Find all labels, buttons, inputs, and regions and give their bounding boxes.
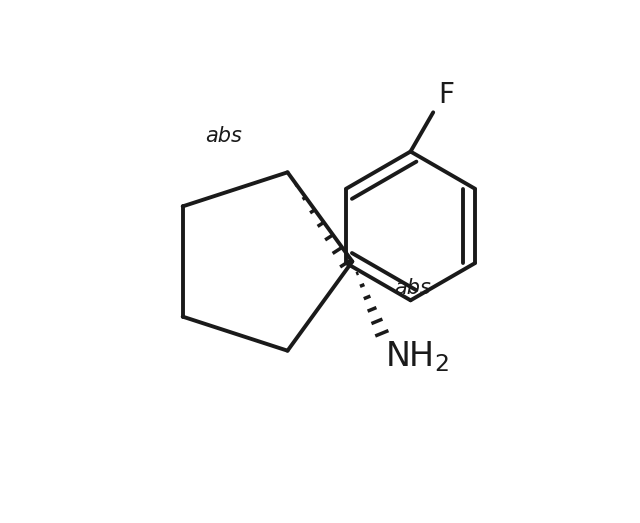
Text: abs: abs [205, 127, 243, 146]
Text: NH$_2$: NH$_2$ [385, 340, 449, 374]
Text: F: F [438, 81, 454, 109]
Text: abs: abs [394, 278, 431, 298]
